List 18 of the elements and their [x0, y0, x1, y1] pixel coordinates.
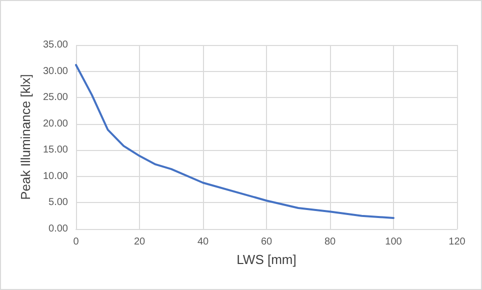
x-tick-label: 60 [260, 236, 272, 248]
x-tick-label: 80 [324, 236, 336, 248]
x-tick-label: 0 [73, 236, 80, 248]
x-axis-title: LWS [mm] [236, 252, 296, 267]
y-tick-label: 30.00 [42, 66, 68, 77]
y-tick-label: 15.00 [42, 144, 68, 156]
y-tick-label: 25.00 [42, 92, 68, 104]
y-tick-label: 10.00 [42, 170, 68, 182]
line-series [75, 64, 394, 219]
y-tick-label: 5.00 [48, 197, 68, 208]
x-tick-label: 100 [385, 236, 402, 248]
x-tick-label: 20 [134, 236, 146, 248]
y-tick-label: 20.00 [42, 118, 68, 130]
x-tick-label: 40 [197, 236, 209, 248]
y-tick-label: 35.00 [42, 40, 68, 50]
y-axis-title: Peak Illuminance [klx] [18, 74, 33, 200]
x-tick-label: 120 [448, 236, 466, 248]
y-tick-label: 0.00 [48, 224, 68, 234]
